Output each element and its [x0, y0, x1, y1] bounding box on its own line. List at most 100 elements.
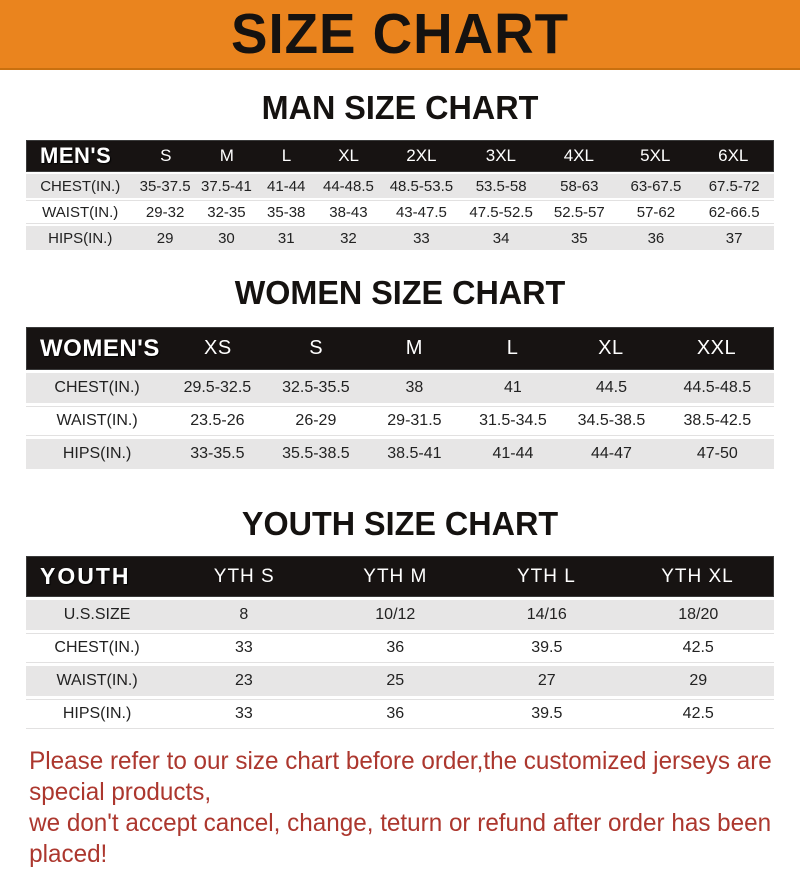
size-value-cell: 42.5 — [682, 639, 714, 656]
table-header-row: YOUTH YTH S YTH M YTH L YTH XL — [26, 556, 774, 597]
size-value-cell: 38-43 — [329, 203, 368, 221]
row-label: WAIST(IN.) — [56, 412, 138, 429]
size-value-cell: 42.5 — [682, 705, 714, 722]
size-value-cell: 58-63 — [560, 177, 599, 195]
size-value-cell: 35 — [570, 229, 588, 247]
size-column-header: 5XL — [640, 146, 671, 165]
table-header-label: MEN'S — [40, 143, 112, 168]
row-label: U.S.SIZE — [63, 606, 131, 623]
size-value-cell: 10/12 — [375, 606, 416, 623]
size-value-cell: 34 — [492, 229, 510, 247]
size-value-cell: 44.5 — [595, 379, 627, 396]
size-value-cell: 63-67.5 — [630, 177, 682, 195]
table-row: CHEST(IN.) 35-37.5 37.5-41 41-44 44-48.5 48.5… — [26, 174, 774, 198]
footer-note: Please refer to our size chart before or… — [0, 746, 776, 870]
size-value-cell: 39.5 — [531, 639, 563, 656]
size-value-cell: 26-29 — [295, 412, 337, 429]
size-value-cell: 38.5-41 — [387, 445, 442, 462]
size-value-cell: 48.5-53.5 — [389, 177, 454, 195]
size-value-cell: 41-44 — [267, 177, 306, 195]
table-row: U.S.SIZE 8 10/12 14/16 18/20 — [26, 600, 774, 630]
footer-line-1: Please refer to our size chart before or… — [29, 747, 772, 806]
size-value-cell: 35-38 — [267, 203, 306, 221]
size-value-cell: 29 — [156, 229, 174, 247]
size-column-header: XL — [598, 337, 624, 359]
table-row: HIPS(IN.) 33 36 39.5 42.5 — [26, 699, 774, 729]
table-row: CHEST(IN.) 29.5-32.5 32.5-35.5 38 41 44.5 44.5… — [26, 373, 774, 403]
size-value-cell: 47-50 — [696, 445, 738, 462]
row-label: WAIST(IN.) — [56, 672, 138, 689]
row-label: CHEST(IN.) — [54, 379, 140, 396]
size-column-header: YTH XL — [661, 565, 734, 587]
size-value-cell: 37 — [725, 229, 743, 247]
size-value-cell: 36 — [647, 229, 665, 247]
size-column-header: YTH S — [213, 565, 275, 587]
size-column-header: 6XL — [718, 146, 749, 165]
size-value-cell: 23.5-26 — [190, 412, 245, 429]
size-value-cell: 43-47.5 — [395, 203, 447, 221]
table-row: CHEST(IN.) 33 36 39.5 42.5 — [26, 633, 774, 663]
size-column-header: XS — [204, 337, 232, 359]
size-value-cell: 14/16 — [526, 606, 567, 623]
size-value-cell: 31 — [277, 229, 295, 247]
size-column-header: YTH L — [516, 565, 576, 587]
size-value-cell: 38 — [405, 379, 424, 396]
size-column-header: M — [219, 146, 234, 165]
size-value-cell: 32.5-35.5 — [282, 379, 350, 396]
size-column-header: 2XL — [406, 146, 437, 165]
footer-line-2: we don't accept cancel, change, teturn o… — [29, 809, 772, 868]
size-column-header: M — [405, 337, 423, 359]
size-column-header: L — [506, 337, 519, 359]
size-value-cell: 41 — [504, 379, 522, 396]
size-value-cell: 27 — [537, 672, 556, 689]
men-size-table: MEN'S S M L XL 2XL 3XL 4XL 5XL 6XL CHEST(IN.) 35-37… — [26, 140, 774, 250]
size-value-cell: 18/20 — [678, 606, 719, 623]
table-row: HIPS(IN.) 33-35.5 35.5-38.5 38.5-41 41-44 44-… — [26, 439, 774, 469]
row-label: HIPS(IN.) — [62, 705, 132, 722]
size-value-cell: 36 — [386, 639, 405, 656]
size-column-header: S — [309, 337, 324, 359]
size-value-cell: 52.5-57 — [553, 203, 605, 221]
table-header-label: WOMEN'S — [40, 334, 160, 362]
table-header-label: YOUTH — [40, 563, 131, 589]
size-value-cell: 37.5-41 — [200, 177, 252, 195]
size-value-cell: 44.5-48.5 — [683, 379, 752, 396]
women-size-table: WOMEN'S XS S M L XL XXL CHEST(IN.) 29.5-32.5 32.5… — [26, 327, 774, 469]
row-label: CHEST(IN.) — [40, 177, 121, 195]
size-value-cell: 29 — [689, 672, 708, 689]
size-value-cell: 29.5-32.5 — [183, 379, 252, 396]
youth-section-title: YOUTH SIZE CHART — [241, 505, 559, 542]
size-value-cell: 31.5-34.5 — [479, 412, 547, 429]
size-value-cell: 41-44 — [492, 445, 534, 462]
size-value-cell: 23 — [234, 672, 253, 689]
size-value-cell: 53.5-58 — [475, 177, 527, 195]
size-value-cell: 30 — [218, 229, 235, 247]
size-column-header: 3XL — [485, 146, 516, 165]
table-row: WAIST(IN.) 23 25 27 29 — [26, 666, 774, 696]
size-value-cell: 57-62 — [636, 203, 676, 221]
table-row: WAIST(IN.) 23.5-26 26-29 29-31.5 31.5-34.5 34… — [26, 406, 774, 436]
youth-size-table: YOUTH YTH S YTH M YTH L YTH XL U.S.SIZE 8 10/12… — [26, 556, 774, 729]
size-value-cell: 39.5 — [531, 705, 563, 722]
size-value-cell: 25 — [386, 672, 405, 689]
women-section-title: WOMEN SIZE CHART — [234, 274, 566, 311]
table-header-row: WOMEN'S XS S M L XL XXL — [26, 327, 774, 370]
row-label: HIPS(IN.) — [62, 445, 132, 462]
row-label: WAIST(IN.) — [42, 203, 119, 221]
size-value-cell: 33 — [234, 639, 253, 656]
size-value-cell: 29-32 — [145, 203, 185, 221]
size-value-cell: 33 — [413, 229, 430, 247]
size-value-cell: 44-47 — [590, 445, 632, 462]
size-value-cell: 33 — [234, 705, 253, 722]
size-column-header: S — [160, 146, 172, 165]
size-value-cell: 62-66.5 — [708, 203, 760, 221]
row-label: CHEST(IN.) — [54, 639, 140, 656]
size-column-header: L — [281, 146, 292, 165]
man-section-title: MAN SIZE CHART — [261, 89, 539, 126]
size-value-cell: 44-48.5 — [323, 177, 374, 195]
size-value-cell: 32-35 — [207, 203, 246, 221]
table-row: HIPS(IN.) 29 30 31 32 33 34 35 36 37 — [26, 226, 774, 250]
size-value-cell: 33-35.5 — [190, 445, 245, 462]
size-chart-banner: SIZE CHART — [0, 0, 800, 70]
size-value-cell: 35.5-38.5 — [282, 445, 350, 462]
